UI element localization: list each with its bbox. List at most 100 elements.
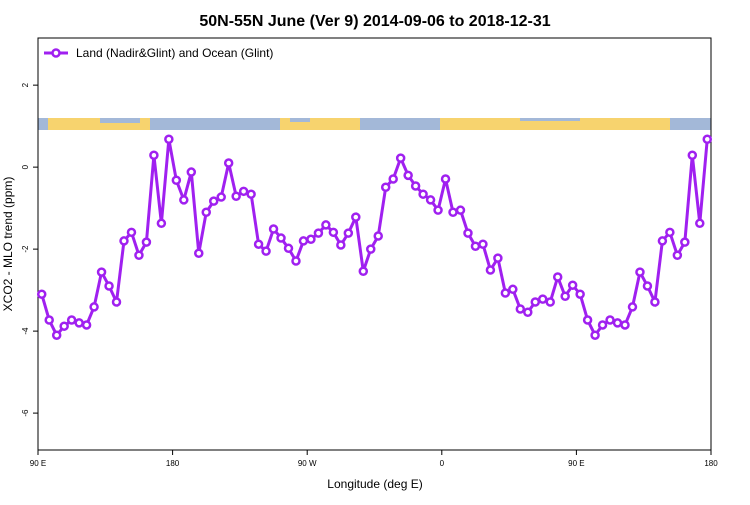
data-point [149,150,159,160]
x-tick-label: 180 [704,459,718,468]
data-point [538,294,548,304]
data-point [298,236,309,246]
x-axis-label: Longitude (deg E) [327,477,422,491]
data-point [425,195,436,205]
y-axis-label: XCO2 - MLO trend (ppm) [1,177,15,312]
data-point [134,250,144,261]
data-point [328,227,339,238]
data-point [680,237,690,247]
data-point [455,205,466,215]
data-point [702,134,713,145]
data-point [253,239,264,249]
data-point [261,246,271,256]
data-point [313,228,324,238]
data-point [351,212,361,222]
data-point [74,318,84,328]
data-point [283,243,294,254]
data-point [620,320,630,330]
x-tick-label: 90 E [568,459,584,468]
plot-frame [37,37,712,451]
data-point [343,228,354,238]
data-point [246,189,256,199]
legend-marker [51,48,61,58]
x-tick-label: 0 [440,459,445,468]
data-point [597,320,608,330]
data-point [433,205,443,215]
data-point [171,175,182,186]
chart-title: 50N-55N June (Ver 9) 2014-09-06 to 2018-… [199,13,550,30]
data-point [306,234,316,245]
data-point [321,220,331,230]
data-point [373,231,383,241]
data-point [515,304,526,314]
data-point [463,228,473,238]
data-point [695,218,705,229]
y-tick-label: -4 [21,327,30,335]
data-point [238,186,249,197]
data-point [410,181,421,191]
data-point [500,288,511,298]
data-point [687,150,698,160]
data-point [552,272,563,282]
data-point [291,256,301,266]
data-point [612,318,623,328]
data-point [448,207,458,217]
data-point [156,218,167,229]
data-point [493,253,503,263]
data-point [268,224,279,234]
data-point [164,134,174,145]
x-tick-label: 180 [166,459,180,468]
data-point [119,236,129,246]
data-point [470,241,481,252]
data-point [642,281,653,291]
data-point [395,153,406,163]
data-point [485,265,496,275]
x-tick-label: 90 E [30,459,46,468]
data-point [81,320,92,330]
data-point [194,248,204,258]
data-point [44,315,54,325]
data-point [545,297,555,307]
data-point [36,289,47,299]
data-point [96,267,107,277]
data-point [66,315,77,325]
data-point [231,191,241,201]
data-point [635,267,645,277]
y-tick-label: -2 [21,245,30,253]
data-point [126,227,137,238]
data-point [440,174,451,184]
data-point [590,330,600,340]
data-point [208,196,219,206]
data-point [59,321,69,331]
data-point [650,297,660,307]
data-point [216,192,226,202]
data-point [582,315,593,325]
data-point [89,302,99,312]
data-point [665,227,675,238]
data-point [478,239,488,249]
data-point [179,195,189,205]
data-point [627,302,638,312]
y-tick-label: -6 [21,409,30,417]
data-point [358,266,369,277]
data-point [530,297,541,307]
y-tick-label: 2 [21,82,30,87]
data-point [575,289,585,299]
data-point [567,280,578,290]
data-point [388,174,398,184]
data-point [672,250,683,261]
data-point [186,167,197,177]
data-point [366,244,376,254]
data-point [605,315,615,325]
data-point [51,330,62,340]
x-tick-label: 90 W [298,459,317,468]
data-point [657,236,668,246]
legend-label: Land (Nadir&Glint) and Ocean (Glint) [76,46,273,60]
data-point [508,284,518,295]
data-point [141,237,152,247]
data-point [201,207,211,217]
data-point [104,281,114,291]
data-point [418,189,428,199]
y-tick-label: 0 [21,164,30,169]
